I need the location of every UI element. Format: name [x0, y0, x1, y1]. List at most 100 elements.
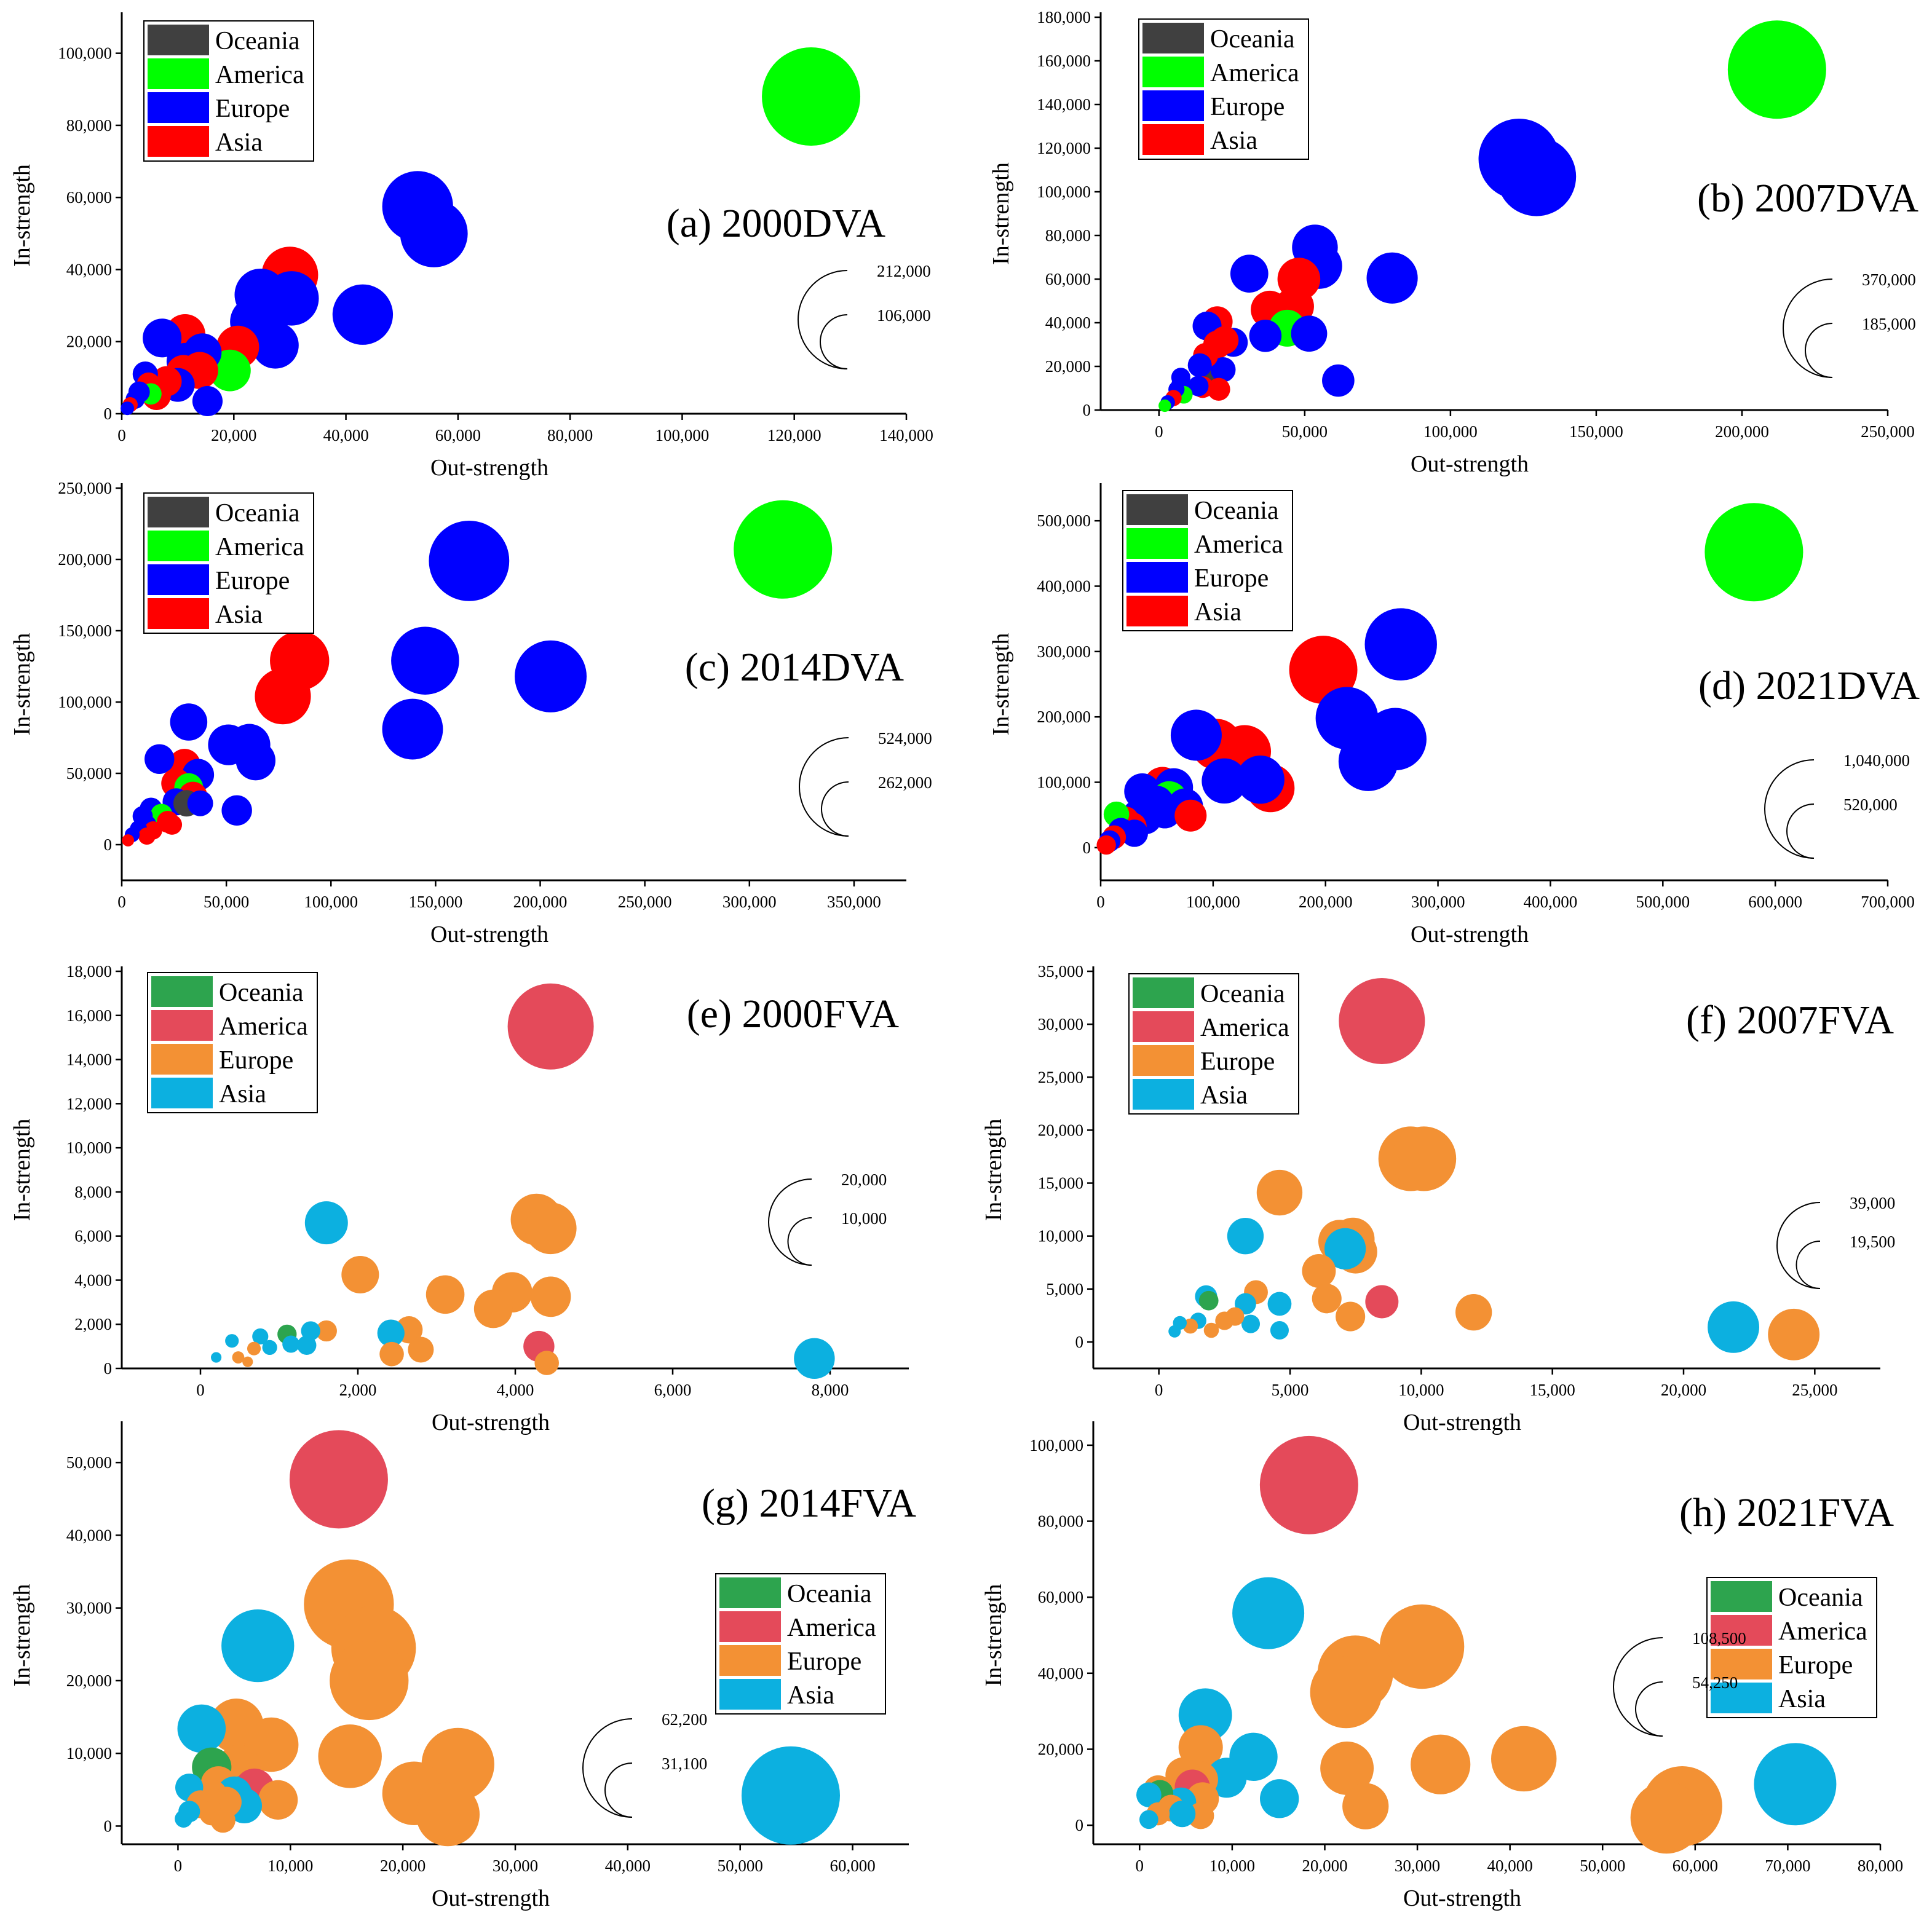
- legend-label: America: [215, 61, 304, 89]
- bubble-europe: [1187, 353, 1212, 377]
- x-tick-label: 150,000: [409, 893, 463, 911]
- y-tick-label: 20,000: [66, 1671, 112, 1690]
- bubble-europe: [1170, 709, 1222, 761]
- bubble-europe: [1497, 136, 1577, 216]
- legend: Oceania America Europe Asia: [1138, 18, 1309, 160]
- x-tick-label: 50,000: [718, 1857, 763, 1875]
- y-tick-label: 18,000: [66, 962, 112, 981]
- y-tick-label: 50,000: [66, 1453, 112, 1472]
- y-tick-label: 30,000: [66, 1599, 112, 1617]
- x-tick-label: 200,000: [1715, 422, 1769, 441]
- y-tick-label: 40,000: [1038, 1664, 1083, 1683]
- bubble-europe: [121, 401, 135, 416]
- legend-label: America: [1194, 531, 1283, 559]
- legend-swatch-asia: [148, 598, 209, 629]
- bubble-asia: [162, 815, 183, 835]
- chart-panel-4: 0 100,000 200,000 300,000 400,000 500,000 600,…: [988, 483, 1920, 947]
- size-legend-label-small: 31,100: [662, 1754, 707, 1773]
- legend-swatch-america: [1126, 528, 1188, 559]
- bubble-america: [289, 1430, 388, 1529]
- y-tick-label: 300,000: [1037, 642, 1091, 661]
- y-tick-label: 60,000: [1045, 270, 1091, 288]
- bubble-asia: [211, 1352, 222, 1363]
- size-legend: 62,200 31,100: [582, 1710, 707, 1818]
- legend-label: America: [787, 1614, 876, 1642]
- legend-label: America: [215, 533, 304, 561]
- size-legend-arc-large: [798, 270, 848, 369]
- y-axis-title: In-strength: [981, 1584, 1007, 1687]
- bubble-europe: [1366, 252, 1418, 304]
- bubble-america: [1158, 399, 1171, 412]
- bubble-europe: [1342, 1783, 1389, 1829]
- legend-swatch-europe: [1142, 90, 1204, 121]
- x-tick-label: 8,000: [812, 1381, 849, 1399]
- chart-panel-3: 0 50,000 100,000 150,000 200,000 250,000 300,0…: [9, 479, 932, 947]
- bubble-america: [762, 47, 861, 146]
- size-legend-label-small: 520,000: [1843, 795, 1898, 814]
- legend-swatch-oceania: [719, 1577, 781, 1608]
- size-legend-arc-large: [768, 1178, 812, 1266]
- bubble-europe: [1210, 357, 1236, 382]
- bubble-europe: [210, 1807, 236, 1833]
- panel-title: (c) 2014DVA: [685, 645, 905, 690]
- y-tick-label: 140,000: [1037, 95, 1091, 114]
- bubble-asia: [742, 1746, 840, 1845]
- bubble-america: [1727, 20, 1826, 119]
- legend-label: Europe: [1200, 1048, 1275, 1076]
- y-tick-label: 100,000: [58, 44, 112, 63]
- x-tick-label: 40,000: [605, 1857, 651, 1875]
- panel-title: (d) 2021DVA: [1698, 663, 1920, 708]
- y-tick-label: 120,000: [1037, 139, 1091, 157]
- bubble-europe: [192, 385, 223, 417]
- bubble-europe: [1230, 255, 1269, 293]
- bubble-asia: [255, 668, 311, 725]
- x-tick-label: 40,000: [323, 426, 368, 444]
- bubble-europe: [1178, 1725, 1223, 1770]
- size-legend-label-small: 262,000: [878, 773, 932, 792]
- x-tick-label: 4,000: [497, 1381, 534, 1399]
- bubble-america: [734, 500, 833, 599]
- legend-label: Asia: [1194, 598, 1241, 626]
- y-tick-label: 100,000: [1037, 183, 1091, 201]
- legend-label: Europe: [1778, 1651, 1853, 1679]
- chart-panel-8: 0 10,000 20,000 30,000 40,000 50,000 60,000 70,…: [981, 1421, 1903, 1911]
- bubble-asia: [1207, 377, 1230, 401]
- size-legend-label-small: 106,000: [877, 306, 931, 325]
- legend-swatch-oceania: [1711, 1581, 1772, 1612]
- bubble-europe: [1768, 1308, 1820, 1360]
- bubble-asia: [297, 1335, 317, 1355]
- y-tick-label: 40,000: [1045, 314, 1091, 332]
- y-tick-label: 150,000: [58, 622, 112, 640]
- size-legend-label-large: 20,000: [841, 1170, 887, 1189]
- legend-label: Oceania: [1778, 1584, 1863, 1612]
- y-tick-label: 10,000: [66, 1744, 112, 1762]
- bubble-europe: [525, 1202, 577, 1255]
- bubble-asia: [175, 1810, 192, 1828]
- x-tick-label: 30,000: [1395, 1857, 1440, 1875]
- bubble-asia: [794, 1338, 835, 1379]
- bubble-europe: [515, 640, 587, 712]
- x-tick-label: 2,000: [339, 1381, 377, 1399]
- x-axis-title: Out-strength: [1403, 1410, 1521, 1435]
- x-tick-label: 30,000: [493, 1857, 538, 1875]
- bubble-europe: [1312, 1284, 1342, 1314]
- bubble-europe: [1202, 758, 1247, 804]
- size-legend-arc-small: [1786, 803, 1815, 859]
- x-axis-title: Out-strength: [432, 1885, 550, 1911]
- bubble-europe: [251, 322, 299, 369]
- size-legend-label-small: 10,000: [841, 1209, 887, 1228]
- bubble-europe: [1256, 1169, 1303, 1216]
- y-tick-label: 10,000: [66, 1139, 112, 1157]
- x-tick-label: 0: [1136, 1857, 1144, 1875]
- y-tick-label: 250,000: [58, 479, 112, 497]
- legend-swatch-oceania: [1142, 23, 1204, 53]
- x-tick-label: 700,000: [1861, 893, 1915, 911]
- bubble-america: [507, 983, 594, 1070]
- bubble-europe: [473, 1289, 513, 1328]
- legend-swatch-europe: [719, 1645, 781, 1676]
- legend-swatch-asia: [1142, 124, 1204, 155]
- x-tick-label: 0: [1155, 422, 1163, 441]
- y-tick-label: 20,000: [1045, 357, 1091, 376]
- y-tick-label: 60,000: [66, 188, 112, 207]
- bubble-america: [1365, 1285, 1399, 1319]
